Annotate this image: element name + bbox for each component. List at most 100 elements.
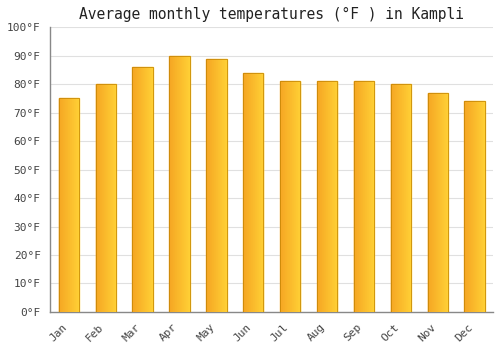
Bar bbox=[436, 93, 437, 312]
Bar bbox=[132, 67, 133, 312]
Bar bbox=[217, 58, 218, 312]
Bar bbox=[361, 82, 362, 312]
Bar bbox=[221, 58, 222, 312]
Bar bbox=[71, 98, 72, 312]
Bar bbox=[327, 82, 328, 312]
Bar bbox=[112, 84, 113, 312]
Bar bbox=[140, 67, 141, 312]
Bar bbox=[77, 98, 78, 312]
Bar bbox=[188, 56, 189, 312]
Bar bbox=[404, 84, 405, 312]
Bar bbox=[135, 67, 136, 312]
Bar bbox=[214, 58, 215, 312]
Bar bbox=[390, 84, 411, 312]
Bar bbox=[76, 98, 77, 312]
Bar bbox=[110, 84, 111, 312]
Bar bbox=[224, 58, 225, 312]
Bar bbox=[72, 98, 73, 312]
Bar bbox=[102, 84, 103, 312]
Bar bbox=[101, 84, 102, 312]
Bar bbox=[142, 67, 144, 312]
Bar bbox=[474, 101, 476, 312]
Bar bbox=[211, 58, 212, 312]
Bar bbox=[134, 67, 135, 312]
Bar bbox=[144, 67, 146, 312]
Bar bbox=[394, 84, 395, 312]
Bar bbox=[258, 73, 260, 312]
Bar bbox=[173, 56, 174, 312]
Bar bbox=[254, 73, 256, 312]
Bar bbox=[285, 82, 286, 312]
Bar bbox=[132, 67, 153, 312]
Bar bbox=[398, 84, 399, 312]
Bar bbox=[357, 82, 358, 312]
Bar bbox=[106, 84, 107, 312]
Bar bbox=[396, 84, 397, 312]
Bar bbox=[97, 84, 98, 312]
Bar bbox=[428, 93, 448, 312]
Bar bbox=[96, 84, 97, 312]
Bar bbox=[333, 82, 334, 312]
Bar bbox=[399, 84, 400, 312]
Bar bbox=[464, 101, 485, 312]
Bar bbox=[68, 98, 69, 312]
Bar bbox=[73, 98, 74, 312]
Bar bbox=[428, 93, 429, 312]
Bar bbox=[465, 101, 466, 312]
Bar bbox=[291, 82, 292, 312]
Bar bbox=[468, 101, 469, 312]
Bar bbox=[429, 93, 430, 312]
Bar bbox=[331, 82, 332, 312]
Bar bbox=[218, 58, 219, 312]
Bar bbox=[114, 84, 115, 312]
Bar bbox=[177, 56, 178, 312]
Bar bbox=[435, 93, 436, 312]
Bar bbox=[75, 98, 76, 312]
Bar bbox=[62, 98, 63, 312]
Bar bbox=[282, 82, 284, 312]
Bar bbox=[366, 82, 368, 312]
Bar bbox=[482, 101, 484, 312]
Bar bbox=[362, 82, 364, 312]
Bar bbox=[440, 93, 441, 312]
Bar bbox=[65, 98, 66, 312]
Bar bbox=[96, 84, 116, 312]
Bar bbox=[336, 82, 337, 312]
Bar bbox=[403, 84, 404, 312]
Bar bbox=[390, 84, 392, 312]
Bar bbox=[292, 82, 293, 312]
Bar bbox=[470, 101, 471, 312]
Bar bbox=[98, 84, 99, 312]
Bar bbox=[148, 67, 150, 312]
Bar bbox=[138, 67, 140, 312]
Bar bbox=[222, 58, 223, 312]
Bar bbox=[443, 93, 444, 312]
Bar bbox=[356, 82, 357, 312]
Bar bbox=[170, 56, 172, 312]
Bar bbox=[471, 101, 472, 312]
Bar bbox=[321, 82, 322, 312]
Bar bbox=[150, 67, 152, 312]
Bar bbox=[184, 56, 185, 312]
Bar bbox=[263, 73, 264, 312]
Bar bbox=[401, 84, 402, 312]
Bar bbox=[476, 101, 478, 312]
Bar bbox=[397, 84, 398, 312]
Bar bbox=[478, 101, 480, 312]
Bar bbox=[213, 58, 214, 312]
Bar bbox=[179, 56, 180, 312]
Bar bbox=[329, 82, 330, 312]
Bar bbox=[223, 58, 224, 312]
Bar bbox=[330, 82, 331, 312]
Bar bbox=[189, 56, 190, 312]
Bar bbox=[360, 82, 361, 312]
Bar bbox=[182, 56, 183, 312]
Bar bbox=[225, 58, 226, 312]
Bar bbox=[115, 84, 116, 312]
Bar bbox=[63, 98, 64, 312]
Bar bbox=[431, 93, 432, 312]
Bar bbox=[328, 82, 329, 312]
Bar bbox=[408, 84, 409, 312]
Bar bbox=[146, 67, 148, 312]
Bar bbox=[409, 84, 410, 312]
